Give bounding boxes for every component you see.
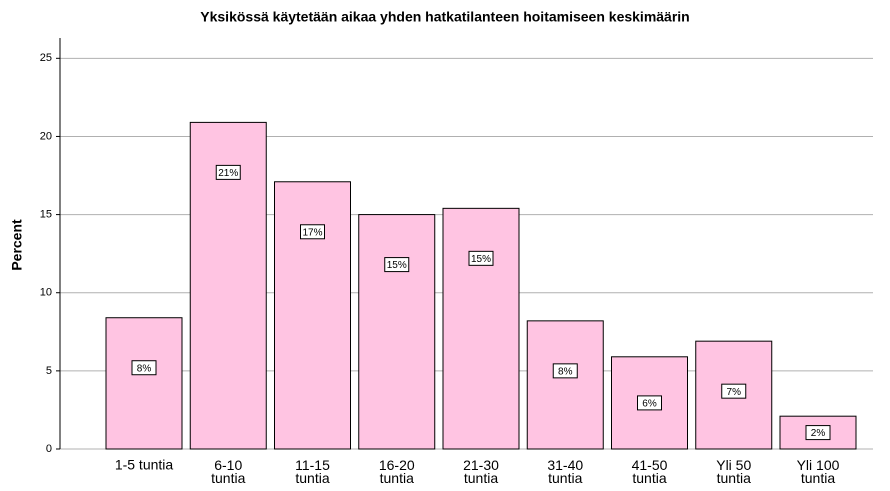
value-label: 8% — [137, 363, 152, 374]
y-tick-label: 25 — [40, 52, 52, 64]
value-label-box — [468, 250, 494, 266]
value-label: 6% — [642, 399, 657, 410]
y-tick-label: 15 — [40, 208, 52, 220]
value-label: 15% — [471, 254, 491, 265]
x-tick-label: Yli 100 tuntia — [797, 457, 840, 486]
value-label-box — [215, 164, 241, 180]
value-label-box — [805, 425, 831, 441]
value-label: 8% — [558, 366, 573, 377]
x-tick-label: 6-10 tuntia — [211, 457, 245, 486]
y-axis-label: Percent — [9, 219, 25, 271]
value-label: 2% — [811, 428, 826, 439]
y-tick-label: 20 — [40, 130, 52, 142]
bar — [358, 214, 436, 450]
x-tick-label: 31-40 tuntia — [547, 457, 583, 486]
value-label: 15% — [387, 260, 407, 271]
y-tick-label: 5 — [46, 365, 52, 377]
bar — [442, 207, 520, 450]
x-tick-label: 21-30 tuntia — [463, 457, 499, 486]
bar — [105, 317, 183, 450]
value-label-box — [552, 363, 578, 379]
value-label: 17% — [302, 227, 322, 238]
x-tick-label: 16-20 tuntia — [379, 457, 415, 486]
y-tick-label: 0 — [46, 443, 52, 455]
chart-title: Yksikössä käytetään aikaa yhden hatkatil… — [200, 9, 689, 25]
bar — [526, 320, 604, 450]
value-label-box — [384, 257, 410, 273]
value-label-box — [637, 395, 662, 411]
value-label-box — [131, 360, 157, 376]
y-tick-label: 10 — [40, 287, 52, 299]
bar — [274, 181, 351, 450]
x-tick-label: 1-5 tuntia — [115, 457, 174, 473]
value-label-box — [721, 383, 747, 399]
value-label-box — [300, 224, 325, 240]
x-tick-label: Yli 50 tuntia — [716, 457, 751, 486]
x-tick-label: 11-15 tuntia — [295, 457, 330, 486]
bar — [695, 340, 773, 450]
x-tick-label: 41-50 tuntia — [632, 457, 668, 486]
value-label: 7% — [727, 387, 742, 398]
value-label: 21% — [218, 168, 238, 179]
